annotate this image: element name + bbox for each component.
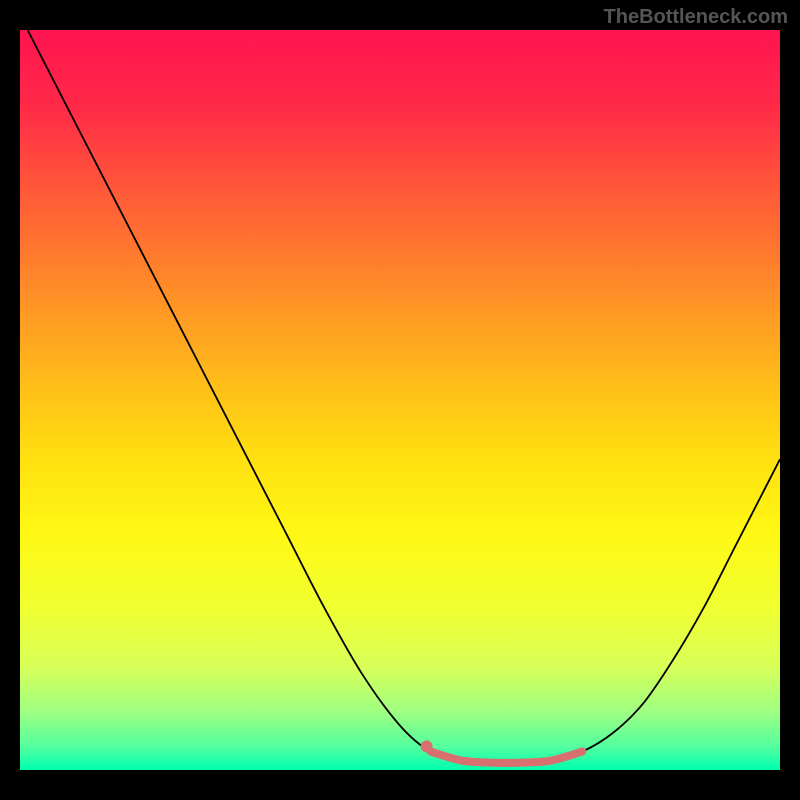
highlight-dot-marker [421,740,433,752]
main-curve-line [28,30,780,763]
watermark-text: TheBottleneck.com [604,6,788,29]
chart-plot-area [20,30,780,770]
highlight-segment-line [430,752,582,763]
chart-curve-layer [20,30,780,770]
